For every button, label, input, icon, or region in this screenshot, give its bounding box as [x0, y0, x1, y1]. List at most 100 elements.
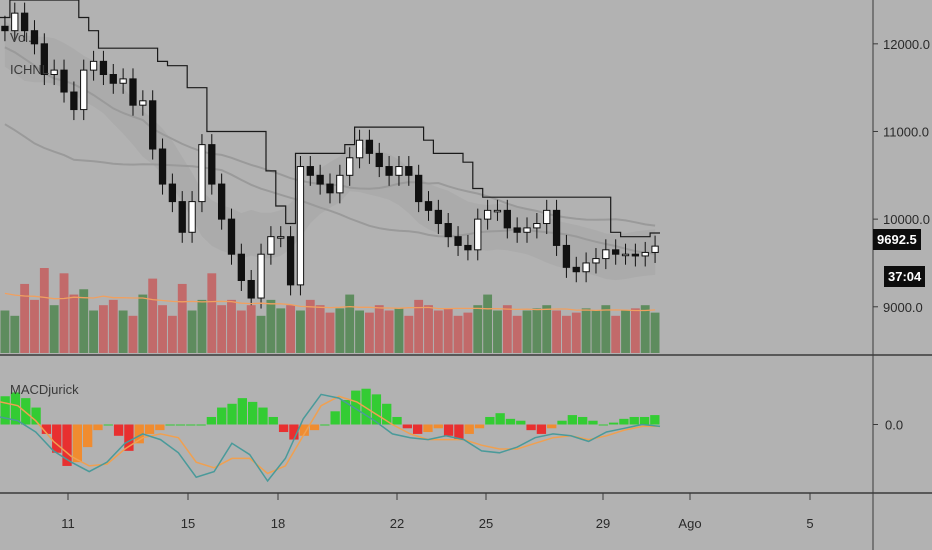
time-tick-label: 5: [806, 516, 813, 531]
macd-histogram-bar: [175, 424, 186, 426]
candle-body: [621, 253, 630, 257]
volume-bar: [512, 315, 522, 353]
candle-body: [316, 174, 324, 185]
candle-body: [454, 236, 462, 246]
volume-bar: [158, 305, 167, 353]
candle-body: [227, 218, 236, 255]
volume-bar: [167, 315, 177, 353]
volume-bar: [217, 305, 227, 353]
volume-bar: [118, 310, 128, 353]
volume-bar: [187, 310, 197, 353]
macd-legend[interactable]: MACDjurick: [10, 382, 79, 397]
candle-body: [178, 201, 186, 233]
volume-bar: [581, 308, 591, 353]
volume-bar: [404, 315, 414, 353]
macd-tick-label: 0.0: [885, 418, 903, 433]
volume-bar: [296, 310, 305, 353]
candle-body: [139, 100, 147, 106]
volume-bar: [542, 305, 552, 353]
volume-bar: [591, 310, 601, 353]
volume-bar: [374, 305, 384, 353]
candle-body: [552, 209, 561, 246]
volume-bar: [69, 294, 79, 353]
volume-bar: [246, 305, 256, 353]
candle-body: [188, 201, 196, 233]
last-price-tag: 9692.5: [873, 229, 921, 250]
time-tick-label: 22: [390, 516, 404, 531]
volume-bar: [640, 305, 650, 353]
macd-histogram-bar: [103, 424, 113, 426]
macd-histogram-bar: [340, 400, 351, 425]
volume-bar: [335, 308, 345, 353]
volume-bar: [355, 310, 364, 353]
volume-bar: [424, 305, 433, 353]
macd-histogram-bar: [413, 424, 423, 434]
candle-body: [474, 218, 482, 251]
macd-histogram-bar: [474, 424, 485, 429]
candle-body: [11, 12, 19, 32]
volume-bar: [571, 312, 581, 353]
candle-body: [602, 249, 610, 260]
candle-body: [119, 78, 127, 84]
volume-bar: [345, 294, 355, 353]
volume-legend[interactable]: Vol.: [10, 30, 32, 45]
volume-ma-line: [4, 292, 656, 312]
candle-body: [70, 91, 78, 111]
macd-histogram-bar: [392, 416, 402, 425]
volume-bar: [236, 310, 246, 353]
candle-body: [395, 166, 403, 176]
candle-body: [80, 69, 88, 111]
candle-body: [257, 253, 265, 299]
macd-histogram-bar: [536, 424, 547, 434]
candle-body: [60, 69, 68, 93]
price-tick-label: 9000.0: [883, 300, 923, 315]
macd-line: [0, 393, 661, 483]
candle-body: [365, 139, 374, 154]
time-tick-label: 25: [479, 516, 493, 531]
macd-histogram-bar: [206, 416, 217, 425]
macd-histogram-bar: [144, 424, 155, 434]
ichimoku-legend[interactable]: ICHNL: [10, 62, 50, 77]
macd-histogram-bar: [124, 424, 134, 451]
volume-bar: [394, 308, 404, 353]
candle-body: [503, 209, 511, 229]
candle-body: [651, 245, 659, 253]
time-tick-label: Ago: [678, 516, 701, 531]
candle-body: [385, 166, 393, 176]
candle-body: [326, 183, 334, 194]
volume-bar: [89, 310, 99, 353]
volume-bar: [522, 310, 532, 353]
macd-histogram-bar: [433, 424, 443, 429]
macd-histogram-bar: [299, 424, 309, 436]
candle-body: [237, 253, 245, 281]
volume-bar: [79, 289, 89, 353]
volume-bar: [325, 312, 335, 353]
macd-histogram-bar: [21, 398, 31, 425]
candle-body: [513, 227, 521, 233]
macd-histogram-bar: [10, 392, 21, 425]
macd-histogram-bar: [588, 420, 598, 425]
candle-body: [424, 201, 433, 211]
candle-body: [20, 12, 29, 32]
candle-body: [631, 253, 640, 257]
volume-bar: [227, 299, 236, 353]
candle-body: [40, 43, 48, 76]
volume-bar: [443, 308, 453, 353]
volume-bar: [493, 310, 502, 353]
volume-bar: [601, 305, 611, 353]
volume-bar: [650, 312, 660, 353]
volume-bar: [433, 310, 443, 353]
macd-histogram-bar: [423, 424, 433, 433]
candle-body: [277, 236, 285, 239]
candle-body: [641, 251, 649, 257]
candle-body: [198, 144, 206, 203]
time-tick-label: 29: [596, 516, 610, 531]
volume-bar: [561, 315, 571, 353]
volume-bar: [39, 268, 49, 353]
candle-body: [89, 60, 98, 71]
macd-histogram-bar: [598, 424, 608, 426]
candle-body: [286, 236, 295, 286]
macd-histogram-bar: [567, 415, 577, 425]
candle-body: [267, 236, 275, 255]
